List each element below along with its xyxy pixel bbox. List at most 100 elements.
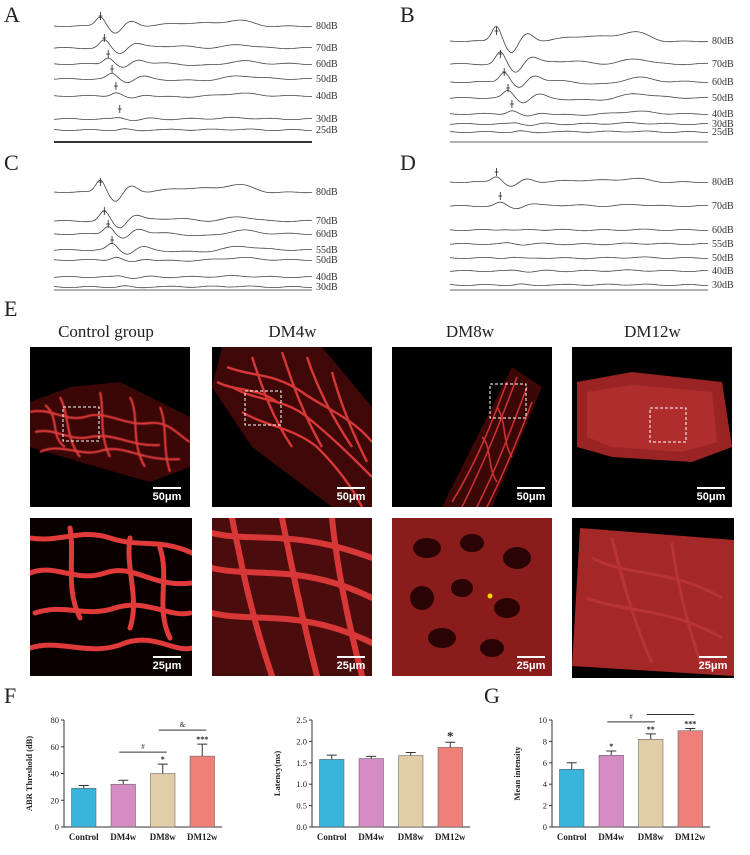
error-bar [645, 733, 656, 740]
time-tick-label: 3.06 [127, 145, 142, 146]
y-tick-label: 1.0 [296, 779, 307, 789]
abr-trace-60db [449, 71, 709, 88]
time-tick-label: 8.16 [658, 293, 673, 294]
abr-trace-55db [449, 242, 708, 246]
time-tick-label: 6.12 [604, 293, 619, 294]
panel-label-a: A [4, 2, 20, 27]
abr-trace-80db [53, 179, 313, 202]
db-label: 50dB [316, 255, 338, 266]
abr-trace-50db [449, 89, 709, 104]
db-label: 25dB [712, 127, 734, 138]
micrograph-title-dm4w: DM4w [268, 322, 317, 341]
db-label: 70dB [712, 201, 734, 212]
error-bar [197, 743, 208, 757]
db-label: 30dB [316, 114, 338, 125]
abr-trace-40db [449, 269, 708, 273]
scale-bar-dm4w-bottom: 25μm [334, 656, 368, 672]
db-label: 80dB [316, 187, 338, 198]
bar-dm4w [358, 758, 384, 828]
y-tick-label: 60 [51, 742, 60, 752]
bar-dm12w [677, 730, 703, 828]
db-label: 40dB [316, 91, 338, 102]
time-tick-label: 0 [54, 145, 58, 146]
y-tick-label: 0 [55, 822, 59, 832]
micrograph-title-control: Control group [58, 322, 154, 341]
abr-trace-70db [53, 210, 312, 229]
y-tick-label: 4 [543, 779, 548, 789]
time-tick-label: 1.02 [469, 145, 484, 146]
time-tick-label: 6.12 [604, 145, 619, 146]
time-tick-label: 8.16 [262, 145, 277, 146]
y-tick-label: 0.0 [296, 822, 307, 832]
abr-trace-30db [53, 285, 313, 289]
db-label: 40dB [316, 272, 338, 283]
wave-v-marker [110, 236, 115, 244]
comparison-symbol: # [629, 713, 633, 721]
category-label: Control [317, 832, 347, 842]
panel-label-c: C [4, 150, 19, 175]
y-tick-label: 40 [51, 769, 60, 779]
abr-trace-60db [449, 228, 709, 232]
error-bar [445, 741, 456, 748]
y-tick-label: 2.5 [296, 715, 307, 725]
time-tick-label: 1.02 [469, 293, 484, 294]
bar-control [71, 787, 97, 828]
wave-v-marker [102, 34, 107, 42]
wave-v-marker [498, 50, 503, 58]
panel-label-d: D [400, 150, 416, 175]
scale-bar-control-top: 50μm [150, 487, 184, 503]
scale-bar-dm12w-bottom: 25μm [696, 656, 730, 672]
category-label: DM8w [398, 832, 424, 842]
bar-dm8w [150, 773, 176, 828]
db-label: 70dB [316, 43, 338, 54]
time-tick-label: 1.02 [73, 145, 88, 146]
wave-v-marker [110, 65, 115, 73]
abr-trace-70db [449, 201, 709, 210]
bar-dm8w [398, 755, 424, 828]
y-tick-label: 0.5 [296, 801, 307, 811]
abr-trace-30db [449, 283, 709, 286]
category-label: DM8w [638, 832, 664, 842]
time-tick-label: 8.16 [658, 145, 673, 146]
wave-v-marker [117, 105, 122, 113]
db-label: 50dB [712, 253, 734, 264]
bar-dm8w [638, 739, 664, 828]
error-bar [326, 754, 337, 760]
scale-bar-dm8w-bottom: 25μm [514, 656, 548, 672]
abr-trace-25db [449, 130, 709, 134]
time-tick-label: 7.14 [235, 293, 251, 294]
y-tick-label: 10 [539, 715, 548, 725]
bar-dm4w [598, 755, 624, 828]
wave-v-marker [98, 178, 103, 186]
wave-v-marker [98, 12, 103, 20]
db-label: 30dB [712, 119, 734, 130]
time-tick-label: 7.14 [631, 145, 647, 146]
time-tick-label: 4.08 [154, 145, 169, 146]
db-label: 60dB [712, 77, 734, 88]
abr-trace-60db [53, 57, 312, 68]
db-label: 60dB [316, 59, 338, 70]
abr-trace-50db [53, 72, 312, 84]
error-bar [78, 785, 89, 789]
panel-label-e: E [4, 296, 18, 321]
scale-bar-control-bottom: 25μm [150, 656, 184, 672]
time-tick-label: 6.12 [208, 293, 223, 294]
category-label: DM12w [675, 832, 706, 842]
abr-trace-70db [449, 51, 709, 73]
time-tick-label: 4.08 [550, 145, 565, 146]
micrograph-control-25um: 25μm [30, 518, 192, 676]
time-tick-label: 1.02 [73, 293, 88, 294]
db-label: 25dB [316, 125, 338, 136]
time-tick-label: (ms) [315, 293, 331, 294]
category-label: DM4w [110, 832, 136, 842]
chart-mean-intensity: 0 2 4 6 8 10 Mean intensity Control * DM4w ** DM8w *… [512, 712, 710, 842]
time-tick-label: 5.10 [577, 293, 592, 294]
time-tick-label: (ms) [315, 145, 331, 146]
comparison-symbol: & [180, 721, 186, 729]
db-label: 70dB [316, 216, 338, 227]
category-label: DM4w [598, 832, 624, 842]
bar-dm12w [189, 755, 215, 828]
abr-trace-50db [53, 256, 312, 263]
significance-star: *** [684, 720, 696, 729]
